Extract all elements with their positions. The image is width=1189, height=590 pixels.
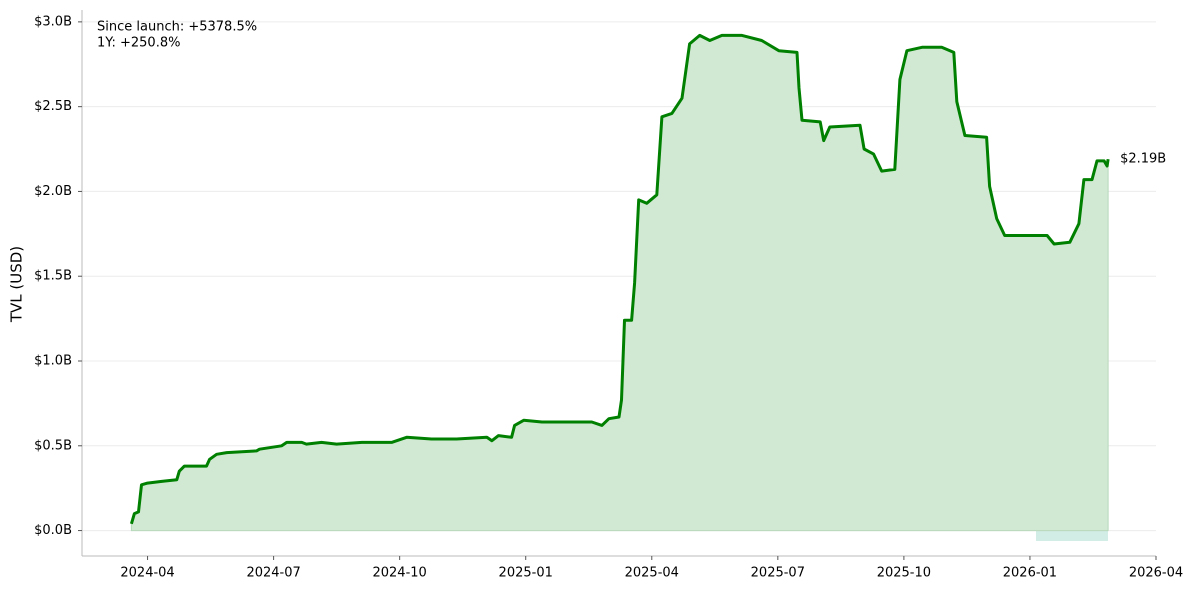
line bbox=[129, 33, 1110, 525]
y-tick-label: $2.5B bbox=[34, 99, 72, 114]
y-tick-label: $1.0B bbox=[34, 354, 72, 369]
x-tick-label: 2024-04 bbox=[120, 566, 174, 581]
x-tick-label: 2025-01 bbox=[499, 566, 553, 581]
y-tick-label: $3.0B bbox=[34, 14, 72, 29]
x-tick-label: 2026-04 bbox=[1129, 566, 1183, 581]
annotation: Since launch: +5378.5% bbox=[97, 20, 257, 35]
x-tick-label: 2025-04 bbox=[625, 566, 679, 581]
end-label: $2.19B bbox=[1120, 152, 1166, 167]
area bbox=[130, 34, 1109, 532]
y-tick-label: $2.0B bbox=[34, 184, 72, 199]
x-tick-label: 2024-07 bbox=[246, 566, 300, 581]
x-tick-label: 2025-07 bbox=[751, 566, 805, 581]
y-tick-label: $0.0B bbox=[34, 523, 72, 538]
x-tick-label: 2025-10 bbox=[877, 566, 931, 581]
x-tick-label: 2026-01 bbox=[1003, 566, 1057, 581]
annotation: 1Y: +250.8% bbox=[97, 36, 180, 51]
y-axis-label: TVL (USD) bbox=[8, 246, 26, 323]
x-tick-label: 2024-10 bbox=[372, 566, 426, 581]
y-tick-label: $0.5B bbox=[34, 438, 72, 453]
y-tick-label: $1.5B bbox=[34, 269, 72, 284]
